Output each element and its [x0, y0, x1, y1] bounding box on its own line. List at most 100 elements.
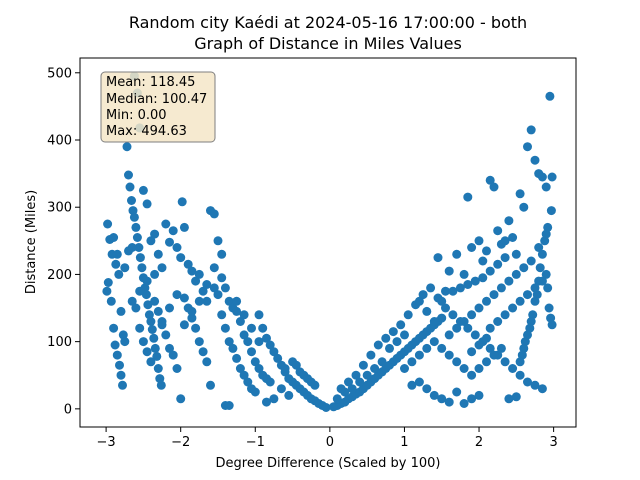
scatter-point	[407, 380, 417, 390]
scatter-point	[135, 253, 145, 263]
scatter-point	[534, 243, 544, 252]
scatter-point	[131, 303, 141, 313]
scatter-point	[547, 172, 557, 182]
stats-min: Min: 0.00	[106, 108, 167, 123]
scatter-point	[161, 330, 171, 340]
scatter-point	[262, 333, 271, 343]
scatter-point	[254, 337, 264, 347]
scatter-point	[147, 325, 157, 334]
scatter-point	[165, 303, 174, 313]
scatter-point	[519, 263, 529, 273]
scatter-point	[528, 310, 538, 320]
scatter-point	[280, 364, 290, 373]
scatter-point	[515, 189, 525, 199]
scatter-point	[543, 283, 553, 293]
scatter-point	[224, 401, 234, 410]
scatter-point	[347, 384, 357, 394]
scatter-point	[168, 226, 178, 236]
scatter-point	[177, 197, 187, 207]
scatter-point	[232, 296, 242, 306]
scatter-point	[150, 296, 160, 306]
scatter-point	[131, 222, 141, 232]
scatter-point	[112, 350, 122, 360]
scatter-point	[135, 323, 145, 333]
scatter-point	[198, 286, 208, 296]
scatter-point	[247, 323, 256, 333]
scatter-point	[482, 333, 491, 343]
x-tick-label: 3	[549, 435, 557, 450]
scatter-point	[407, 357, 417, 367]
plot-title: Random city Kaédi at 2024-05-16 17:00:00…	[129, 13, 527, 53]
scatter-point	[209, 209, 219, 219]
scatter-point	[474, 340, 484, 350]
scatter-point	[138, 337, 148, 347]
scatter-point	[511, 269, 521, 279]
scatter-point	[262, 397, 271, 407]
scatter-point	[467, 347, 477, 357]
x-tick-label: 2	[475, 435, 483, 450]
scatter-point	[112, 249, 122, 259]
scatter-point	[120, 337, 130, 347]
scatter-point	[523, 377, 532, 387]
scatter-point	[217, 273, 227, 283]
scatter-point	[284, 390, 294, 400]
scatter-point	[500, 253, 510, 263]
scatter-point	[213, 290, 223, 300]
scatter-point	[455, 283, 465, 293]
scatter-point	[511, 392, 521, 402]
scatter-point	[176, 394, 186, 404]
scatter-point	[482, 357, 491, 367]
scatter-point	[254, 310, 264, 320]
scatter-point	[137, 263, 147, 273]
scatter-point	[467, 394, 477, 404]
scatter-point	[141, 290, 151, 300]
scatter-point	[265, 377, 275, 387]
scatter-point	[459, 269, 469, 279]
scatter-point	[143, 300, 153, 310]
scatter-point	[452, 387, 462, 397]
scatter-point	[474, 364, 484, 373]
scatter-point	[127, 296, 137, 306]
scatter-point	[381, 333, 391, 343]
scatter-point	[344, 377, 353, 387]
scatter-point	[540, 236, 550, 246]
scatter-point	[448, 286, 458, 296]
scatter-point	[546, 313, 556, 323]
scatter-point	[269, 347, 279, 357]
scatter-point	[544, 303, 554, 313]
scatter-point	[206, 380, 215, 390]
y-tick-label: 200	[47, 268, 72, 283]
scatter-point	[291, 360, 301, 370]
scatter-point	[144, 310, 154, 320]
scatter-point	[129, 212, 139, 222]
scatter-point	[470, 330, 480, 340]
scatter-point	[530, 296, 540, 306]
scatter-point	[493, 317, 503, 326]
scatter-point	[183, 259, 193, 269]
scatter-point	[426, 283, 436, 293]
scatter-point	[351, 370, 361, 380]
scatter-point	[213, 236, 223, 246]
scatter-point	[132, 233, 142, 242]
scatter-point	[146, 236, 156, 246]
scatter-point	[150, 269, 160, 279]
scatter-point	[500, 236, 510, 246]
scatter-point	[463, 192, 473, 202]
scatter-point	[526, 256, 536, 266]
scatter-point	[489, 350, 499, 360]
scatter-point	[321, 403, 331, 412]
scatter-point	[441, 303, 450, 313]
scatter-point	[220, 323, 230, 333]
scatter-point	[194, 337, 204, 347]
scatter-point	[444, 266, 454, 276]
scatter-point	[526, 125, 536, 135]
scatter-point	[508, 364, 518, 373]
x-tick-label: −1	[246, 435, 265, 450]
scatter-point	[515, 370, 525, 380]
scatter-point	[535, 263, 545, 273]
y-axis-label: Distance (Miles)	[24, 190, 39, 294]
y-tick-label: 500	[47, 66, 72, 81]
scatter-point	[437, 296, 447, 306]
scatter-point	[508, 303, 518, 313]
y-axis-ticks: 0 100 200 300 400 500	[47, 66, 80, 417]
